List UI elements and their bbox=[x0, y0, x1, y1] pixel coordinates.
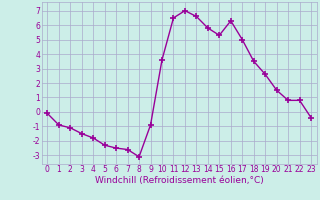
X-axis label: Windchill (Refroidissement éolien,°C): Windchill (Refroidissement éolien,°C) bbox=[95, 176, 264, 185]
